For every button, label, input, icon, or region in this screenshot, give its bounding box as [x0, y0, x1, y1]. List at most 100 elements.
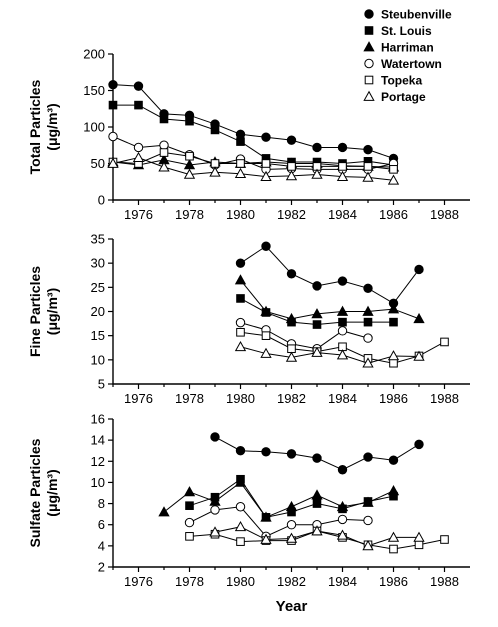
- data-point-st-louis: [236, 294, 245, 303]
- data-point-harriman: [260, 305, 272, 316]
- y-tick-label: 10: [91, 352, 105, 367]
- data-point-st-louis: [108, 100, 118, 110]
- data-point-portage: [311, 525, 323, 536]
- data-point-portage: [362, 540, 374, 551]
- data-point-steubenville: [363, 283, 373, 293]
- data-point-watertown: [133, 142, 144, 153]
- y-axis-label: Fine Particles(μg/m³): [27, 266, 60, 357]
- data-point-portage: [336, 349, 349, 360]
- data-point-harriman: [234, 476, 247, 487]
- x-tick-label: 1986: [379, 207, 408, 222]
- data-point-harriman: [285, 500, 298, 512]
- y-axis-label: Sulfate Particles(μg/m³): [27, 438, 60, 547]
- series-line-portage: [112, 157, 394, 181]
- data-point-harriman: [413, 312, 425, 324]
- x-tick-label: 1978: [175, 391, 204, 406]
- data-point-harriman: [362, 496, 374, 507]
- data-point-portage: [311, 346, 323, 357]
- legend-label-watertown: Watertown: [381, 57, 442, 71]
- data-point-harriman: [285, 312, 298, 324]
- y-axis-label-line: (μg/m³): [44, 288, 60, 335]
- x-tick-label: 1980: [226, 574, 255, 589]
- data-point-steubenville: [363, 144, 373, 155]
- series-line-watertown: [112, 136, 394, 170]
- series-line-steubenville: [112, 84, 394, 159]
- legend-marker-harriman: [363, 41, 375, 52]
- x-tick-label: 1984: [328, 391, 357, 406]
- data-point-portage: [209, 526, 221, 537]
- data-point-harriman: [234, 274, 247, 285]
- y-tick-label: 200: [83, 47, 105, 62]
- data-point-portage: [387, 350, 400, 361]
- x-tick-label: 1988: [430, 391, 459, 406]
- data-point-watertown: [108, 131, 118, 142]
- series-line-portage: [240, 346, 420, 364]
- data-point-st-louis: [236, 137, 245, 146]
- y-tick-label: 20: [91, 304, 105, 319]
- data-point-portage: [413, 350, 425, 361]
- data-point-portage: [260, 533, 272, 544]
- data-point-st-louis: [389, 317, 398, 327]
- x-tick-label: 1986: [379, 391, 408, 406]
- data-point-watertown: [159, 140, 169, 150]
- data-point-steubenville: [286, 449, 297, 459]
- data-point-portage: [387, 531, 400, 542]
- y-tick-label: 50: [91, 156, 105, 171]
- data-point-steubenville: [337, 465, 348, 475]
- data-point-harriman: [158, 506, 170, 517]
- data-point-topeka: [261, 331, 271, 340]
- data-point-portage: [158, 161, 170, 172]
- data-point-portage: [234, 340, 247, 352]
- data-point-portage: [260, 347, 272, 358]
- data-point-steubenville: [337, 142, 348, 153]
- data-point-topeka: [363, 162, 373, 171]
- data-point-watertown: [235, 317, 246, 328]
- data-point-portage: [336, 529, 349, 540]
- data-point-st-louis: [338, 317, 347, 327]
- data-point-topeka: [185, 151, 194, 161]
- data-point-harriman: [336, 305, 349, 316]
- data-point-portage: [336, 170, 349, 181]
- x-tick-label: 1976: [124, 574, 153, 589]
- legend-marker-watertown: [364, 58, 374, 69]
- data-point-steubenville: [235, 129, 246, 140]
- panel-1: 0 50 100 150 200 1976 1978 1980 1982 1984 1986 1988…: [27, 47, 470, 222]
- data-point-steubenville: [312, 142, 322, 153]
- data-point-topeka: [287, 162, 296, 171]
- x-tick-label: 1982: [277, 207, 306, 222]
- y-axis-label-line: (μg/m³): [44, 103, 60, 150]
- data-point-topeka: [236, 327, 245, 337]
- x-tick-label: 1980: [226, 391, 255, 406]
- x-tick-label: 1984: [328, 574, 357, 589]
- data-point-watertown: [210, 505, 220, 515]
- data-point-st-louis: [185, 501, 194, 510]
- x-tick-label: 1984: [328, 207, 357, 222]
- y-axis-label-line: (μg/m³): [44, 469, 60, 516]
- data-point-topeka: [159, 148, 169, 157]
- series-line-topeka: [112, 152, 394, 170]
- legend-marker-portage: [363, 90, 375, 101]
- legend-label-st-louis: St. Louis: [381, 24, 432, 38]
- data-point-steubenville: [261, 132, 271, 142]
- data-point-portage: [311, 168, 323, 179]
- y-tick-label: 10: [91, 475, 105, 490]
- data-point-steubenville: [210, 432, 220, 442]
- data-point-steubenville: [312, 453, 322, 463]
- x-tick-label: 1976: [124, 391, 153, 406]
- y-tick-label: 12: [91, 454, 105, 469]
- data-point-topeka: [210, 159, 220, 168]
- legend-marker-st-louis: [364, 26, 374, 35]
- data-point-steubenville: [388, 455, 399, 465]
- data-point-topeka: [414, 540, 424, 550]
- y-tick-label: 30: [91, 256, 105, 271]
- series-line-steubenville: [214, 436, 420, 471]
- data-point-steubenville: [286, 135, 297, 145]
- chart-panels: 0 50 100 150 200 1976 1978 1980 1982 1984 1986 1988…: [27, 47, 470, 615]
- data-point-harriman: [311, 489, 323, 500]
- data-point-portage: [285, 170, 298, 181]
- x-tick-label: 1982: [277, 391, 306, 406]
- data-point-steubenville: [235, 258, 246, 268]
- data-point-st-louis: [312, 320, 322, 329]
- data-point-steubenville: [286, 269, 297, 279]
- x-tick-label: 1980: [226, 207, 255, 222]
